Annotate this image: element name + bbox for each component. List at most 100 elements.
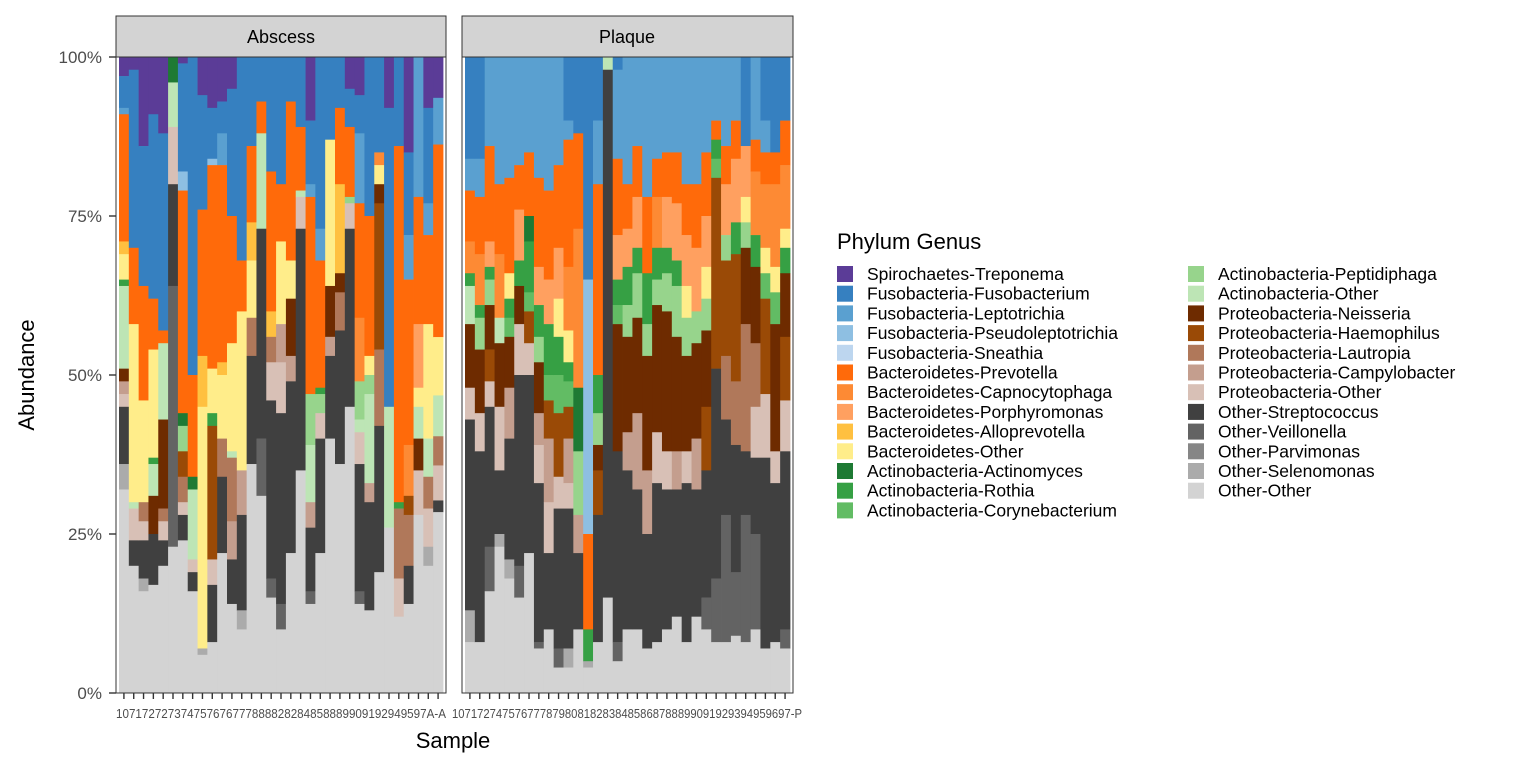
bar-segment-abscess-25-proteobacteria-other (354, 432, 365, 465)
bar-segment-abscess-6-actinobacteria-other (168, 82, 179, 128)
bar-segment-abscess-22-proteobacteria-neisseria (325, 285, 336, 338)
bar-segment-abscess-6-proteobacteria-other (168, 126, 179, 185)
bar-segment-plaque-3-other-streptococcus (484, 406, 495, 548)
bar-segment-plaque-1-actinobacteria-other (465, 285, 476, 325)
bar-segment-abscess-14-bacteroidetes-alloprevotella (246, 222, 257, 261)
legend-swatch-bacteroidetes-prevotella (837, 364, 853, 381)
bar-segment-plaque-24-actinobacteria-peptidiphaga (691, 311, 702, 344)
bar-segment-abscess-12-bacteroidetes-prevotella (227, 216, 238, 344)
bar-segment-abscess-9-bacteroidetes-other (197, 406, 208, 649)
bar-segment-abscess-26-actinobacteria-peptidiphaga (364, 375, 375, 395)
bar-segment-abscess-31-bacteroidetes-porphyromonas (413, 324, 424, 389)
bar-segment-plaque-3-bacteroidetes-porphyromonas (484, 241, 495, 268)
bar-segment-plaque-1-proteobacteria-other (465, 387, 476, 420)
legend-label-bacteroidetes-alloprevotella: Bacteroidetes-Alloprevotella (867, 422, 1085, 442)
bar-segment-plaque-2-other-streptococcus (474, 451, 486, 643)
bar-segment-plaque-17-fusobacteria-leptotrichia (622, 57, 633, 185)
bar-segment-abscess-32-other-other (423, 565, 434, 694)
bar-segment-plaque-21-bacteroidetes-prevotella (661, 152, 673, 198)
bar-segment-abscess-14-other-other (246, 464, 257, 694)
bar-segment-plaque-27-other-streptococcus (721, 419, 732, 516)
bar-segment-plaque-9-proteobacteria-other (543, 502, 555, 554)
bar-segment-abscess-15-other-streptococcus (256, 228, 267, 439)
bar-segment-plaque-4-bacteroidetes-capnocytophaga (494, 254, 505, 319)
bar-segment-plaque-19-actinobacteria-rothia (642, 273, 653, 325)
bar-segment-plaque-4-other-streptococcus (494, 470, 505, 535)
bar-segment-abscess-25-bacteroidetes-prevotella (354, 203, 365, 319)
bar-segment-plaque-11-proteobacteria-haemophilus (563, 406, 574, 439)
bar-segment-plaque-3-actinobacteria-peptidiphaga (484, 279, 495, 306)
bar-segment-plaque-15-other-streptococcus (602, 69, 614, 598)
bar-segment-plaque-4-fusobacteria-leptotrichia (494, 57, 505, 185)
y-tick-label-25: 25% (68, 525, 102, 544)
bar-segment-abscess-15-other-veillonella (256, 438, 267, 497)
bar-segment-abscess-8-other-other (187, 591, 198, 694)
bar-segment-abscess-21-fusobacteria-fusobacterium (315, 57, 326, 230)
bar-segment-abscess-29-proteobacteria-lautropia (393, 508, 405, 579)
bar-segment-plaque-2-bacteroidetes-prevotella (474, 196, 486, 255)
bar-segment-abscess-11-other-streptococcus (217, 476, 228, 554)
bar-segment-plaque-14-proteobacteria-haemophilus (593, 470, 604, 516)
bar-segment-plaque-33-fusobacteria-fusobacterium (780, 57, 791, 121)
bar-segment-plaque-26-actinobacteria-corynebacterium (711, 158, 722, 179)
bar-segment-abscess-33-actinobacteria-other (433, 395, 444, 437)
bar-segment-abscess-25-other-veillonella (354, 591, 365, 605)
legend-label-spirochaetes-treponema: Spirochaetes-Treponema (867, 264, 1064, 284)
bar-segment-plaque-14-other-streptococcus (593, 514, 604, 643)
bar-segment-abscess-16-proteobacteria-lautropia (266, 336, 277, 363)
bar-segment-abscess-17-bacteroidetes-other (276, 241, 287, 325)
bar-segment-plaque-5-other-selenomonas (504, 559, 515, 579)
bar-segment-abscess-22-bacteroidetes-other (325, 139, 336, 287)
bar-segment-abscess-33-fusobacteria-leptotrichia (433, 97, 444, 145)
bar-segment-abscess-1-actinobacteria-rothia (119, 279, 130, 287)
bar-segment-abscess-33-other-streptococcus (433, 500, 444, 513)
bar-segment-abscess-27-other-streptococcus (374, 425, 385, 573)
bar-segment-plaque-12-bacteroidetes-prevotella (573, 133, 584, 230)
bar-segment-plaque-17-proteobacteria-neisseria (622, 336, 633, 433)
bar-segment-plaque-33-bacteroidetes-other (780, 228, 791, 249)
bar-segment-plaque-2-actinobacteria-rothia (474, 305, 486, 319)
x-axis-title: Sample (416, 728, 491, 753)
bar-segment-plaque-29-proteobacteria-neisseria (740, 247, 752, 325)
bar-segment-plaque-33-bacteroidetes-capnocytophaga (780, 165, 791, 230)
bar-segment-abscess-1-proteobacteria-campylobacter (119, 381, 130, 395)
bar-segment-plaque-31-bacteroidetes-capnocytophaga (760, 184, 771, 249)
bar-segment-abscess-1-proteobacteria-neisseria (119, 368, 130, 382)
bar-segment-abscess-9-bacteroidetes-alloprevotella (197, 355, 208, 408)
bar-segment-abscess-1-bacteroidetes-prevotella (119, 114, 130, 242)
bar-segment-abscess-12-bacteroidetes-other (227, 343, 238, 452)
bar-segment-abscess-20-other-streptococcus (305, 527, 316, 592)
bar-segment-abscess-10-fusobacteria-pseudoleptotrichia (207, 158, 218, 166)
bar-segment-abscess-5-proteobacteria-neisseria (158, 419, 169, 509)
bar-segment-plaque-25-bacteroidetes-porphyromonas (701, 216, 712, 268)
bar-segment-plaque-5-actinobacteria-rothia (504, 298, 515, 319)
bar-segment-plaque-3-fusobacteria-leptotrichia (484, 57, 495, 147)
bar-segment-plaque-22-other-other (671, 616, 683, 694)
legend-item-bacteroidetes-prevotella: Bacteroidetes-Prevotella (837, 363, 1058, 383)
legend-swatch-proteobacteria-haemophilus (1188, 325, 1204, 342)
bar-segment-abscess-21-actinobacteria-rothia (315, 387, 326, 395)
bar-segment-plaque-32-other-other (770, 642, 781, 694)
bar-segment-abscess-19-proteobacteria-other (295, 196, 306, 230)
legend-item-actinobacteria-peptidiphaga: Actinobacteria-Peptidiphaga (1188, 264, 1437, 284)
legend-swatch-bacteroidetes-capnocytophaga (837, 384, 853, 401)
bar-segment-plaque-7-actinobacteria-corynebacterium (524, 292, 535, 312)
bar-segment-plaque-3-bacteroidetes-prevotella (484, 146, 495, 242)
bar-segment-plaque-5-fusobacteria-leptotrichia (504, 57, 515, 179)
bar-segment-abscess-10-proteobacteria-other (207, 559, 218, 586)
x-tick-labels-abscess: 1071727273747576767778888282848588899091… (116, 706, 446, 721)
bar-segment-plaque-9-fusobacteria-leptotrichia (543, 57, 555, 191)
bar-segment-abscess-32-bacteroidetes-prevotella (423, 235, 434, 325)
bar-segment-abscess-24-other-other (344, 406, 356, 694)
bar-segment-abscess-17-proteobacteria-campylobacter (276, 324, 287, 363)
bar-segment-abscess-21-bacteroidetes-prevotella (315, 260, 326, 389)
bar-segment-abscess-16-bacteroidetes-alloprevotella (266, 311, 277, 338)
bar-segment-plaque-14-fusobacteria-leptotrichia (593, 120, 604, 185)
bar-segment-plaque-13-fusobacteria-fusobacterium (583, 57, 594, 280)
bar-segment-abscess-17-bacteroidetes-prevotella (276, 184, 287, 242)
bar-segment-abscess-33-other-other (433, 512, 444, 694)
legend-item-other-streptococcus: Other-Streptococcus (1188, 402, 1379, 422)
bar-segment-abscess-25-spirochaetes-treponema (354, 57, 365, 96)
legend-label-other-parvimonas: Other-Parvimonas (1218, 441, 1360, 461)
bar-segment-abscess-25-other-other (354, 603, 365, 694)
